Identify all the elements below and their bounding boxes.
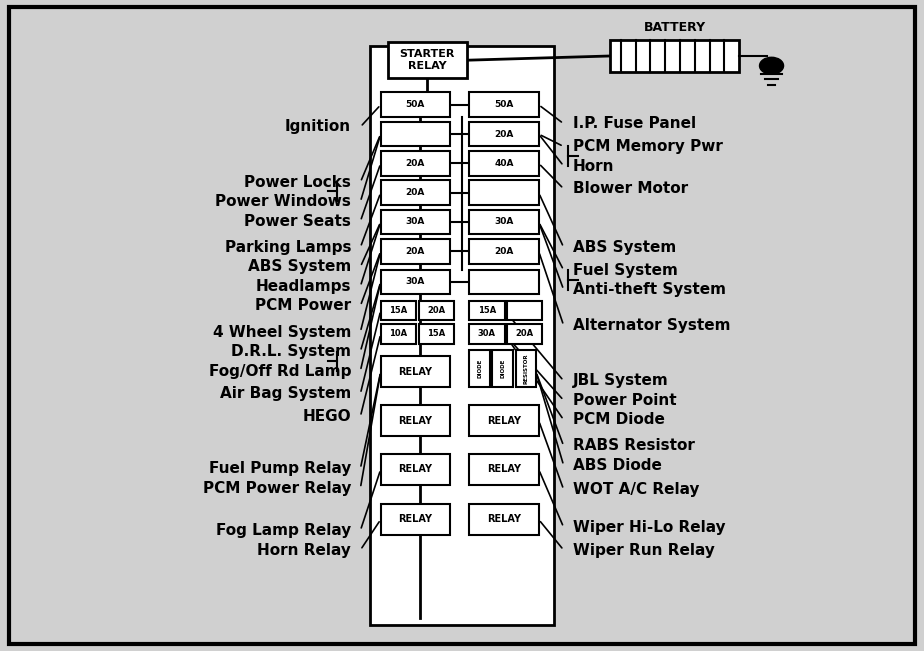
Text: JBL System: JBL System [573, 373, 669, 389]
Text: 20A: 20A [516, 329, 534, 339]
Text: D.R.L. System: D.R.L. System [231, 344, 351, 359]
Bar [381, 504, 450, 535]
Text: RELAY: RELAY [398, 415, 432, 426]
Text: 15A: 15A [427, 329, 445, 339]
Text: Power Point: Power Point [573, 393, 676, 408]
Text: RELAY: RELAY [487, 514, 521, 525]
Text: Power Locks: Power Locks [244, 174, 351, 190]
Text: Fuel Pump Relay: Fuel Pump Relay [209, 461, 351, 477]
Text: Power Windows: Power Windows [215, 194, 351, 210]
Bar [381, 301, 416, 320]
Bar [381, 270, 450, 294]
Text: 20A: 20A [427, 306, 445, 315]
Text: RELAY: RELAY [398, 367, 432, 377]
Text: BATTERY: BATTERY [643, 21, 706, 34]
Text: Parking Lamps: Parking Lamps [225, 240, 351, 255]
Bar [469, 454, 539, 485]
Bar [469, 504, 539, 535]
Bar [469, 324, 505, 344]
Text: ABS System: ABS System [573, 240, 676, 255]
Bar [469, 301, 505, 320]
Text: Ignition: Ignition [285, 119, 351, 135]
Bar [469, 270, 539, 294]
Bar [469, 92, 539, 117]
Text: RELAY: RELAY [398, 464, 432, 475]
Bar [469, 350, 490, 387]
Text: 30A: 30A [406, 277, 425, 286]
Text: Horn Relay: Horn Relay [257, 542, 351, 558]
Bar [469, 210, 539, 234]
Bar [388, 42, 467, 78]
Bar [507, 301, 542, 320]
Bar [419, 324, 454, 344]
Text: Wiper Hi-Lo Relay: Wiper Hi-Lo Relay [573, 519, 725, 535]
Text: Power Seats: Power Seats [244, 214, 351, 229]
Text: RESISTOR: RESISTOR [523, 353, 529, 384]
Text: 20A: 20A [406, 247, 425, 256]
Bar [381, 92, 450, 117]
Text: RELAY: RELAY [487, 464, 521, 475]
Text: 15A: 15A [478, 306, 496, 315]
Bar [516, 350, 536, 387]
Bar [381, 405, 450, 436]
Bar [381, 180, 450, 205]
Bar [469, 180, 539, 205]
Bar [492, 350, 513, 387]
Bar [469, 405, 539, 436]
Bar [381, 239, 450, 264]
Text: Headlamps: Headlamps [256, 279, 351, 294]
Text: Wiper Run Relay: Wiper Run Relay [573, 542, 715, 558]
Bar [507, 324, 542, 344]
Text: 10A: 10A [389, 329, 407, 339]
Text: ABS Diode: ABS Diode [573, 458, 662, 473]
Bar [469, 122, 539, 146]
Text: 50A: 50A [494, 100, 514, 109]
Text: STARTER
RELAY: STARTER RELAY [400, 49, 455, 71]
Text: 40A: 40A [494, 159, 514, 168]
Circle shape [760, 57, 784, 74]
Bar [381, 454, 450, 485]
Text: Alternator System: Alternator System [573, 318, 730, 333]
Text: 50A: 50A [406, 100, 425, 109]
Bar [381, 122, 450, 146]
Text: Air Bag System: Air Bag System [220, 386, 351, 402]
Text: WOT A/C Relay: WOT A/C Relay [573, 482, 699, 497]
Text: Fuel System: Fuel System [573, 262, 678, 278]
Bar [610, 40, 739, 72]
Bar [381, 151, 450, 176]
Bar [381, 356, 450, 387]
Text: DIODE: DIODE [500, 359, 505, 378]
Text: Anti-theft System: Anti-theft System [573, 282, 726, 298]
Text: PCM Diode: PCM Diode [573, 412, 664, 428]
Text: 20A: 20A [406, 159, 425, 168]
Text: PCM Memory Pwr: PCM Memory Pwr [573, 139, 723, 154]
Text: DIODE: DIODE [477, 359, 482, 378]
Text: RELAY: RELAY [398, 514, 432, 525]
Text: Fog/Off Rd Lamp: Fog/Off Rd Lamp [209, 363, 351, 379]
Text: 20A: 20A [406, 188, 425, 197]
Text: ABS System: ABS System [248, 259, 351, 275]
Text: RABS Resistor: RABS Resistor [573, 438, 695, 454]
Text: 30A: 30A [406, 217, 425, 227]
Text: 30A: 30A [478, 329, 496, 339]
Text: HEGO: HEGO [302, 409, 351, 424]
Bar [469, 151, 539, 176]
Text: 20A: 20A [494, 130, 514, 139]
Bar [370, 46, 554, 625]
Bar [469, 239, 539, 264]
Text: PCM Power: PCM Power [255, 298, 351, 314]
Bar [419, 301, 454, 320]
Text: Fog Lamp Relay: Fog Lamp Relay [216, 523, 351, 538]
Text: 20A: 20A [494, 247, 514, 256]
Bar [381, 210, 450, 234]
Text: 4 Wheel System: 4 Wheel System [213, 324, 351, 340]
Text: RELAY: RELAY [487, 415, 521, 426]
Text: Horn: Horn [573, 158, 614, 174]
Bar [381, 324, 416, 344]
Text: PCM Power Relay: PCM Power Relay [202, 480, 351, 496]
Text: I.P. Fuse Panel: I.P. Fuse Panel [573, 116, 696, 132]
Text: Blower Motor: Blower Motor [573, 181, 688, 197]
Text: 30A: 30A [494, 217, 514, 227]
Text: 15A: 15A [389, 306, 407, 315]
